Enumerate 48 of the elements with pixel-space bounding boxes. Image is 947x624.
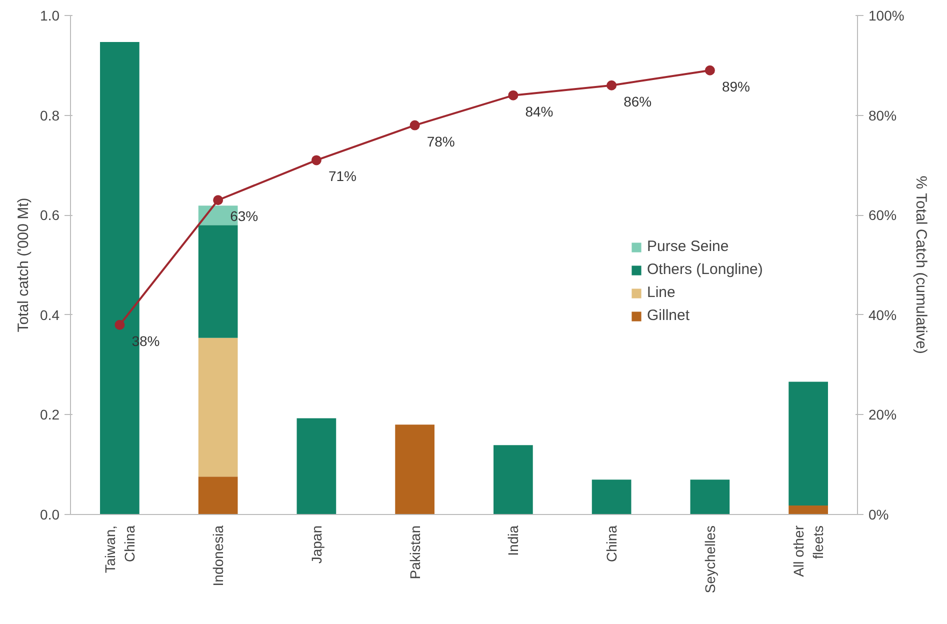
point — [410, 120, 420, 130]
x-tick-label: Japan — [308, 525, 324, 564]
bar — [198, 338, 238, 477]
x-tick-label: Taiwan, China — [102, 525, 138, 573]
data-label: 78% — [426, 133, 455, 150]
y2-axis-title: % Total Catch (cumulative) — [912, 176, 930, 354]
y-tick-label: 0.8 — [40, 107, 60, 124]
point — [213, 195, 224, 206]
point — [606, 80, 617, 90]
legend-label: Purse Seine — [647, 238, 729, 255]
bar — [788, 382, 828, 506]
point — [311, 155, 322, 166]
y-axis-title: Total catch ('000 Mt) — [15, 198, 32, 332]
data-label: 89% — [722, 78, 750, 94]
y2-tick-label: 100% — [868, 8, 904, 24]
bar — [198, 476, 238, 514]
legend-label: Others (Longline) — [647, 261, 763, 278]
point — [114, 320, 125, 330]
y-tick-label: 1.0 — [40, 8, 60, 24]
x-tick-label: Pakistan — [406, 525, 423, 580]
bar — [788, 506, 828, 514]
y-tick-label: 0.2 — [40, 406, 60, 423]
point — [704, 65, 715, 76]
bar — [592, 480, 632, 514]
y2-tick-label: 0% — [868, 506, 889, 522]
bar — [494, 445, 533, 514]
y2-tick-label: 20% — [868, 406, 897, 423]
point — [508, 90, 518, 100]
x-tick-label: Seychelles — [702, 526, 718, 594]
y-tick-label: 0.6 — [40, 207, 60, 224]
legend-label: Line — [647, 284, 676, 301]
legend-label: Gillnet — [647, 307, 690, 324]
bar — [690, 480, 730, 514]
data-label: 86% — [624, 93, 652, 110]
data-label: 84% — [525, 103, 554, 120]
y2-tick-label: 40% — [868, 306, 897, 323]
y2-tick-label: 60% — [868, 207, 897, 224]
x-tick-label: India — [505, 525, 522, 556]
bar — [395, 424, 434, 514]
data-label: 71% — [328, 168, 356, 184]
y-tick-label: 0.4 — [40, 306, 60, 323]
x-tick-label: All other fleets — [790, 525, 826, 577]
bar — [296, 418, 336, 514]
x-tick-label: Indonesia — [210, 525, 226, 586]
x-tick-label: China — [604, 525, 620, 562]
y2-tick-label: 80% — [868, 107, 897, 124]
y-tick-label: 0.0 — [40, 506, 60, 522]
bar — [198, 225, 238, 338]
